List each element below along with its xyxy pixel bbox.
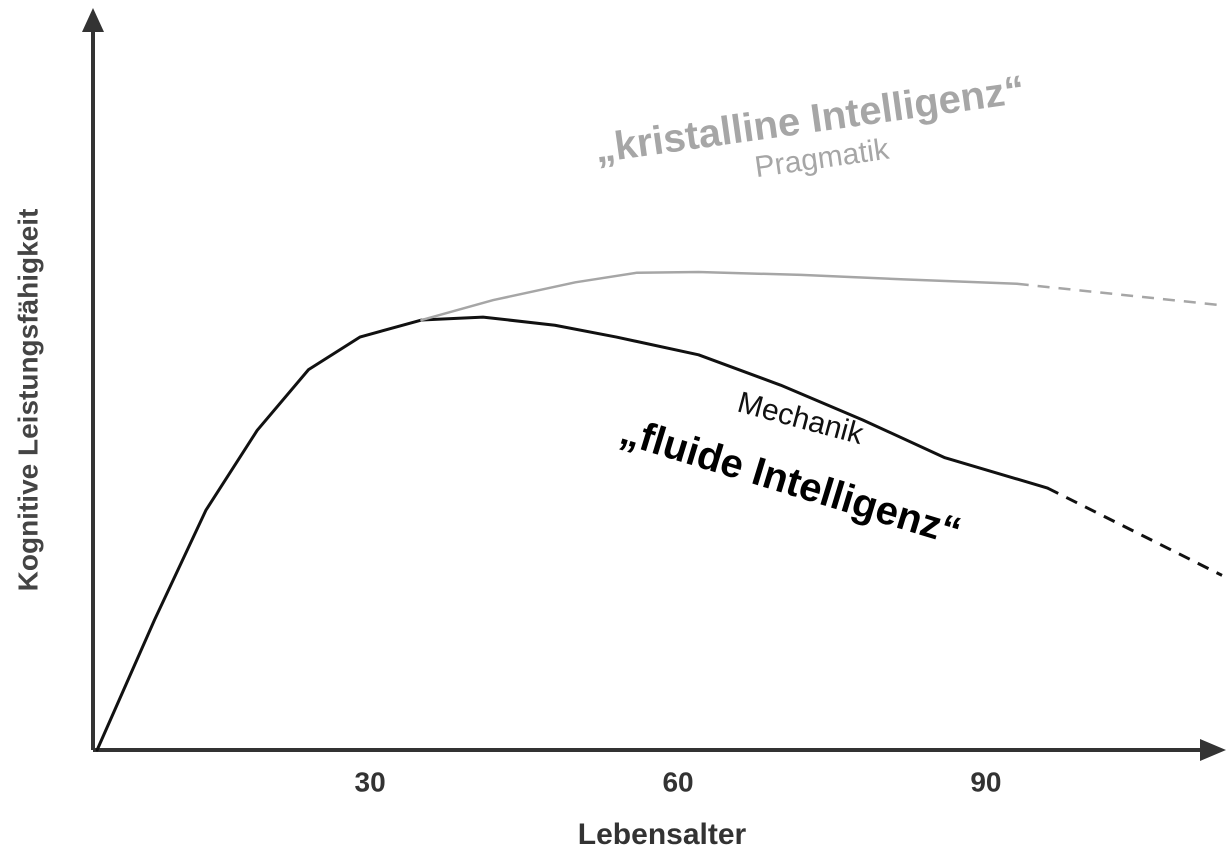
y-axis-label: Kognitive Leistungsfähigkeit	[12, 209, 43, 592]
y-axis-arrow	[82, 8, 104, 32]
series-line	[1046, 486, 1223, 577]
series-line	[95, 315, 1050, 752]
x-axis-arrow	[1200, 739, 1226, 761]
annotation: Mechanik	[734, 386, 868, 451]
x-tick-label: 30	[355, 766, 386, 797]
series-line	[1016, 282, 1223, 307]
x-tick-label: 90	[970, 766, 1001, 797]
series-line	[420, 270, 1018, 322]
x-tick-label: 60	[662, 766, 693, 797]
x-axis-label: Lebensalter	[578, 818, 747, 851]
